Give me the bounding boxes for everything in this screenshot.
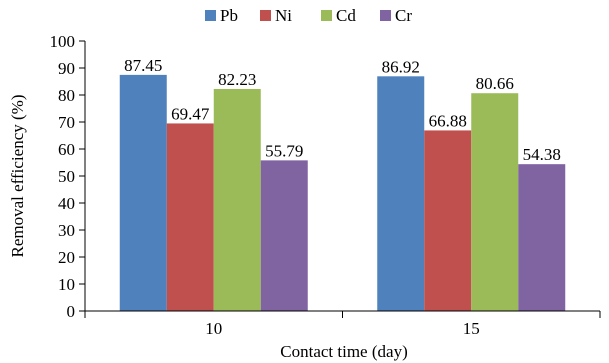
y-tick-label: 40 <box>58 194 75 213</box>
legend: Pb Ni Cd Cr <box>205 6 412 25</box>
data-label: 54.38 <box>523 145 561 164</box>
legend-swatch-ni <box>260 10 271 21</box>
legend-swatch-pb <box>205 10 216 21</box>
bars: 87.45 69.47 82.23 55.79 86.92 66.88 80.66 54.38 <box>119 56 566 311</box>
y-tick-label: 10 <box>58 275 75 294</box>
y-tick-label: 80 <box>58 86 75 105</box>
y-axis: 0 10 20 30 40 50 60 70 80 90 100 <box>50 32 86 321</box>
bar-ni-10 <box>166 123 214 311</box>
y-tick-label: 0 <box>67 302 76 321</box>
legend-label-ni: Ni <box>275 6 292 25</box>
bar-cr-15 <box>518 164 566 311</box>
x-axis: 10 15 <box>84 310 601 338</box>
legend-swatch-cd <box>321 10 332 21</box>
legend-swatch-cr <box>380 10 391 21</box>
data-label: 87.45 <box>124 56 162 75</box>
y-tick-label: 20 <box>58 248 75 267</box>
data-label: 86.92 <box>382 57 420 76</box>
bar-ni-15 <box>424 130 472 311</box>
x-tick-label: 15 <box>463 319 480 338</box>
data-label: 80.66 <box>476 74 514 93</box>
y-tick-label: 50 <box>58 167 75 186</box>
x-tick-label: 10 <box>205 319 222 338</box>
y-tick-label: 30 <box>58 221 75 240</box>
y-tick-label: 100 <box>50 32 76 51</box>
y-axis-title: Removal efficiency (%) <box>8 94 27 257</box>
y-tick-label: 60 <box>58 140 75 159</box>
bar-cd-15 <box>471 93 519 311</box>
bar-cd-10 <box>213 88 261 311</box>
legend-label-cr: Cr <box>395 6 412 25</box>
y-tick-label: 90 <box>58 59 75 78</box>
data-label: 55.79 <box>265 141 303 160</box>
legend-label-pb: Pb <box>220 6 238 25</box>
data-label: 66.88 <box>429 111 467 130</box>
bar-cr-10 <box>260 160 308 311</box>
x-axis-title: Contact time (day) <box>280 342 407 361</box>
bar-pb-10 <box>119 74 167 311</box>
legend-label-cd: Cd <box>336 6 356 25</box>
data-label: 69.47 <box>171 104 210 123</box>
y-tick-label: 70 <box>58 113 75 132</box>
bar-pb-15 <box>377 76 425 311</box>
data-label: 82.23 <box>218 70 256 89</box>
